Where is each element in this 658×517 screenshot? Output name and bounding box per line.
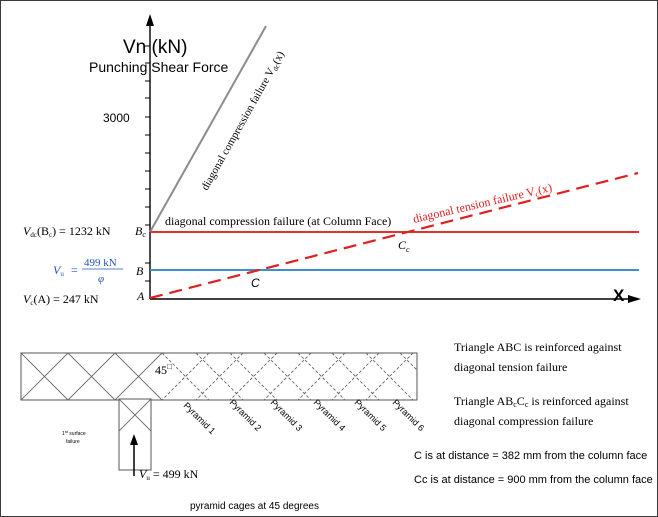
surface-failure-label: 1st surface <box>62 429 86 437</box>
vu-value-label: Vu = 499 kN φ <box>53 257 123 285</box>
vu-slab-label: Vu = 499 kN <box>139 467 199 482</box>
vc-curve-label: diagonal tension failure Vc(x) <box>412 180 554 227</box>
pyramid-6-label: Pyramid 6 <box>391 397 427 433</box>
svg-text:Vu: Vu <box>53 263 64 278</box>
note-abc-line1: Triangle ABC is reinforced against <box>454 340 622 354</box>
slab-caption: pyramid cages at 45 degrees <box>190 501 319 512</box>
pyramid-2-label: Pyramid 2 <box>228 397 264 433</box>
pyramid-1-label: Pyramid 1 <box>182 400 218 436</box>
column-face-label: diagonal compression failure (at Column … <box>165 214 391 228</box>
slab-outline <box>20 352 418 401</box>
slab-sketch: 45□ Pyramid 1 Pyramid 2 Pyramid 3 Pyrami… <box>20 352 427 512</box>
note-abcc-line1: Triangle ABcCc is reinforced against <box>454 394 629 409</box>
y-axis-title: Vn (kN) <box>123 37 187 58</box>
x-axis-arrow-icon <box>628 295 641 303</box>
point-b-label: B <box>136 264 144 278</box>
vdc-curve-line <box>149 25 267 233</box>
note-abc-line2: diagonal tension failure <box>454 360 567 374</box>
graph: Vn (kN) Punching Shear Force 3000 X diag… <box>23 14 641 307</box>
vu-arrow-icon <box>130 434 138 445</box>
svg-text:φ: φ <box>98 273 104 285</box>
y-axis-subtitle: Punching Shear Force <box>89 59 229 75</box>
y-ticks <box>145 45 150 282</box>
point-a-label: A <box>136 289 145 303</box>
x-axis-label: X <box>613 286 625 305</box>
point-bc-label: Bc <box>135 224 146 239</box>
svg-text:=: = <box>71 263 78 277</box>
note-abcc-line2: diagonal compression failure <box>454 414 593 428</box>
vc-curve-line <box>149 171 639 300</box>
angle-label: 45□ <box>155 362 172 377</box>
surface-failure-label-2: failure <box>66 439 80 445</box>
y-axis-arrow-icon <box>146 14 154 26</box>
slab-hatching <box>21 353 417 400</box>
pyramid-3-label: Pyramid 3 <box>269 397 305 433</box>
pyramid-4-label: Pyramid 4 <box>312 397 348 433</box>
y-tick-3000: 3000 <box>103 111 130 125</box>
svg-text:499 kN: 499 kN <box>84 257 117 269</box>
pyramid-labels: Pyramid 1 Pyramid 2 Pyramid 3 Pyramid 4 … <box>182 397 427 436</box>
notes: Triangle ABC is reinforced against diago… <box>414 340 653 486</box>
vc-value-label: Vc(A) = 247 kN <box>23 292 99 307</box>
vdc-value-label: Vdc(Bc) = 1232 kN <box>23 224 111 239</box>
pyramid-5-label: Pyramid 5 <box>353 397 389 433</box>
column-outline <box>118 398 152 471</box>
note-c-distance: C is at distance = 382 mm from the colum… <box>414 450 647 462</box>
point-cc-label: Cc <box>398 238 410 254</box>
note-cc-distance: Cc is at distance = 900 mm from the colu… <box>414 474 653 486</box>
point-c-label: C <box>251 276 260 290</box>
